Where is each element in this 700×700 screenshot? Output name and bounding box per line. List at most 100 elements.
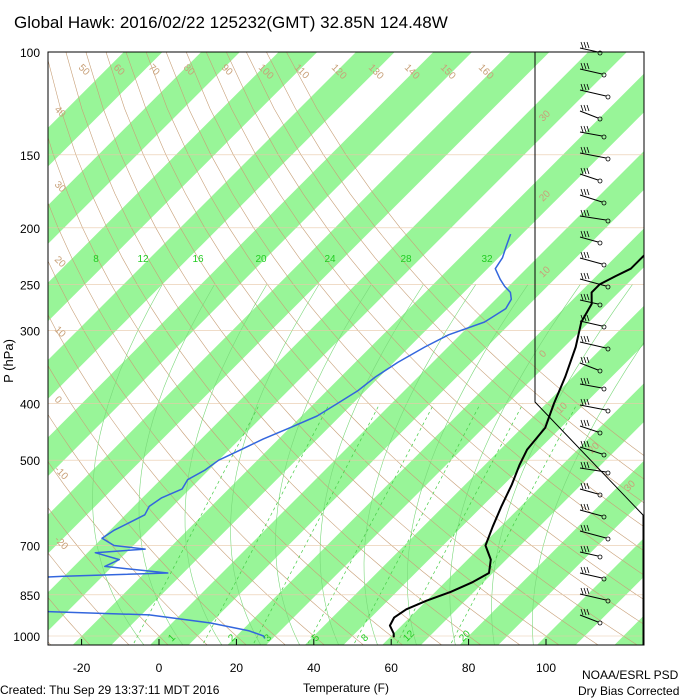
footer-org: NOAA/ESRL PSD: [582, 668, 679, 682]
wind-barb-flag: [580, 167, 584, 175]
wind-barb-flag: [583, 503, 587, 511]
wind-barb-flag: [586, 62, 590, 70]
wind-barb-flag: [586, 188, 590, 196]
x-tick-label: 80: [462, 661, 476, 675]
wind-barb-staff: [579, 383, 603, 389]
wind-barb-point: [597, 430, 603, 436]
x-tick-label: 100: [536, 661, 556, 675]
wind-barb-flag: [580, 62, 584, 70]
wind-barb-flag: [580, 230, 584, 238]
isotherm-band: [227, 228, 644, 645]
wind-barb-flag: [580, 566, 584, 574]
mixing-ratio-line: [353, 403, 481, 645]
wind-barb-staff: [579, 299, 599, 305]
mixing-ratio-line: [252, 403, 381, 645]
wind-barb-flag: [583, 545, 587, 553]
wind-barb-flag: [586, 167, 590, 175]
wind-barb-flag: [580, 83, 584, 91]
moist-adiabat: [363, 284, 477, 645]
dry-adiabat: [48, 597, 91, 645]
mixing-ratio-label: 16: [192, 254, 204, 265]
wind-barb-staff: [579, 68, 603, 75]
plot-frame: [47, 51, 645, 646]
wind-barb-staff: [579, 194, 603, 203]
x-tick-label: 40: [307, 661, 321, 675]
wind-barb-flag: [580, 545, 584, 553]
mixing-ratio-label: 28: [400, 254, 412, 265]
dry-adiabat: [65, 52, 521, 645]
wind-barb-staff: [579, 257, 603, 265]
dry-adiabat: [48, 507, 169, 645]
moist-adiabat: [532, 341, 644, 645]
wind-barb-point: [605, 156, 611, 162]
mixing-ratio-bottom-label: 8: [359, 632, 371, 644]
dry-adiabat: [48, 202, 404, 645]
dry-adiabat: [48, 136, 443, 645]
wind-barb-flag: [586, 83, 590, 91]
wind-barb-flag: [580, 104, 584, 112]
chart-title: Global Hawk: 2016/02/22 125232(GMT) 32.8…: [14, 13, 448, 32]
x-tick-label: -20: [73, 661, 91, 675]
wind-barb-flag: [580, 482, 584, 490]
y-tick-label: 100: [20, 46, 40, 60]
wind-barb-flag: [580, 314, 584, 322]
mixing-ratio-line: [202, 403, 330, 645]
wind-barb-flag: [580, 398, 584, 406]
mixing-ratio-label: 20: [255, 254, 267, 265]
wind-barb-staff: [579, 215, 607, 221]
wet-bulb-label: 0: [52, 394, 64, 406]
wind-barb-staff: [579, 47, 599, 53]
wind-barb-point: [601, 514, 607, 520]
wind-barb-point: [601, 134, 607, 140]
wind-barb-flag: [586, 335, 590, 343]
dry-adiabat: [85, 52, 560, 645]
wind-barb-flag: [583, 146, 587, 154]
wind-barb-staff: [579, 425, 599, 433]
isotherm-band: [382, 383, 644, 645]
wind-barb-point: [597, 492, 603, 498]
wind-barb-flag: [583, 419, 587, 427]
dry-adiabat: [48, 260, 365, 645]
wind-barb-point: [597, 302, 603, 308]
wind-barb-flag: [580, 524, 584, 532]
wind-barb-staff: [579, 572, 603, 579]
y-tick-label: 300: [20, 325, 40, 339]
isotherm-band: [48, 52, 318, 322]
wind-barb-point: [601, 386, 607, 392]
wind-barb-flag: [580, 293, 584, 301]
wind-barb-flag: [586, 209, 590, 217]
moist-adiabat: [138, 284, 215, 645]
wind-barb-flag: [583, 482, 587, 490]
isotherm-band: [48, 52, 473, 477]
wind-barb-staff: [579, 131, 603, 137]
wind-barb-flag: [586, 251, 590, 259]
wind-barb-flag: [583, 524, 587, 532]
wind-barb-flag: [586, 377, 590, 385]
wind-barb-flag: [580, 251, 584, 259]
wind-barb-flag: [580, 356, 584, 364]
wind-barb-point: [601, 452, 607, 458]
thermodynamic-lines: [48, 52, 644, 645]
wind-barb-point: [605, 284, 611, 290]
wind-barb-flag: [586, 104, 590, 112]
x-tick-label: 20: [230, 661, 244, 675]
isotherm-band: [72, 73, 644, 645]
moist-adiabat: [491, 284, 633, 645]
isotherm-band: [48, 52, 550, 554]
wind-barb-flag: [583, 440, 587, 448]
y-tick-label: 400: [20, 398, 40, 412]
mixing-ratio-line: [395, 403, 524, 645]
wind-barb-point: [597, 178, 603, 184]
wind-barb-point: [601, 200, 607, 206]
wind-barb-flag: [586, 125, 590, 133]
wind-barb-staff: [579, 89, 607, 97]
wind-barb-flag: [580, 335, 584, 343]
isotherm-band: [48, 52, 395, 399]
wind-barb-staff: [579, 509, 603, 517]
isotherm-band: [459, 460, 644, 645]
wind-barb-flag: [586, 419, 590, 427]
wind-barb-flag: [583, 125, 587, 133]
wind-barb-point: [597, 50, 603, 56]
wind-barb-flag: [583, 230, 587, 238]
